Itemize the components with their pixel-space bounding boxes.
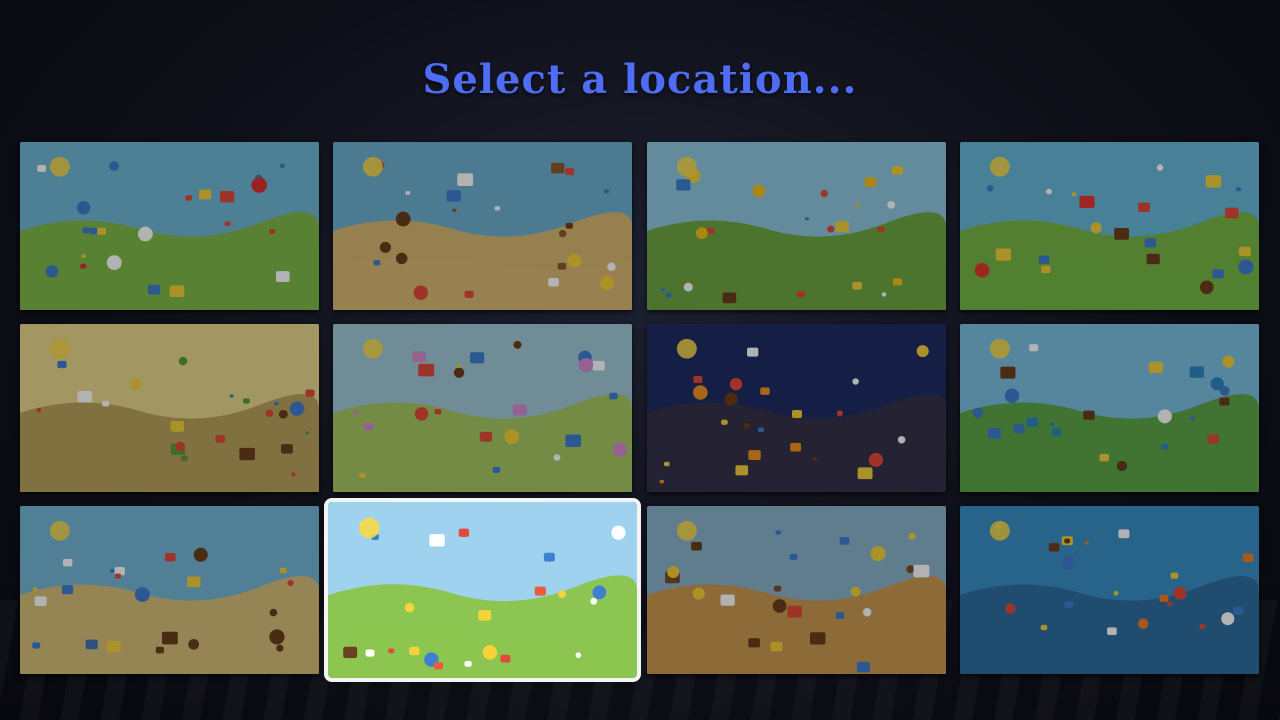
location-thumbnail-halloween xyxy=(647,324,946,492)
location-tile-vikings[interactable] xyxy=(333,142,632,310)
tile-dim-overlay xyxy=(960,506,1259,674)
location-thumbnail-playground xyxy=(328,502,637,678)
page-title: Select a location... xyxy=(422,56,858,103)
location-thumbnail-fairy-castle xyxy=(333,324,632,492)
tile-dim-overlay xyxy=(647,324,946,492)
tile-dim-overlay xyxy=(20,324,319,492)
location-tile-circus[interactable] xyxy=(960,142,1259,310)
location-thumbnail-savanna xyxy=(647,142,946,310)
tile-dim-overlay xyxy=(960,142,1259,310)
location-tile-city-roads[interactable] xyxy=(20,142,319,310)
tile-dim-overlay xyxy=(20,506,319,674)
location-tile-fairy-castle[interactable] xyxy=(333,324,632,492)
tile-dim-overlay xyxy=(20,142,319,310)
location-thumbnail-circus xyxy=(960,142,1259,310)
location-thumbnail-pirates xyxy=(20,506,319,674)
location-thumbnail-underwater xyxy=(960,506,1259,674)
location-tile-savanna[interactable] xyxy=(647,142,946,310)
location-tile-pirates[interactable] xyxy=(20,506,319,674)
location-tile-playground[interactable] xyxy=(324,498,641,682)
tile-dim-overlay xyxy=(333,324,632,492)
location-tile-halloween[interactable] xyxy=(647,324,946,492)
location-tile-wild-west[interactable] xyxy=(647,506,946,674)
location-tile-lake-camping[interactable] xyxy=(960,324,1259,492)
location-tile-dinosaurs[interactable] xyxy=(20,324,319,492)
tile-dim-overlay xyxy=(647,142,946,310)
location-tile-underwater[interactable] xyxy=(960,506,1259,674)
location-thumbnail-city-roads xyxy=(20,142,319,310)
tile-dim-overlay xyxy=(333,142,632,310)
location-thumbnail-dinosaurs xyxy=(20,324,319,492)
tile-dim-overlay xyxy=(647,506,946,674)
location-thumbnail-lake-camping xyxy=(960,324,1259,492)
tile-dim-overlay xyxy=(960,324,1259,492)
location-thumbnail-wild-west xyxy=(647,506,946,674)
location-thumbnail-vikings xyxy=(333,142,632,310)
